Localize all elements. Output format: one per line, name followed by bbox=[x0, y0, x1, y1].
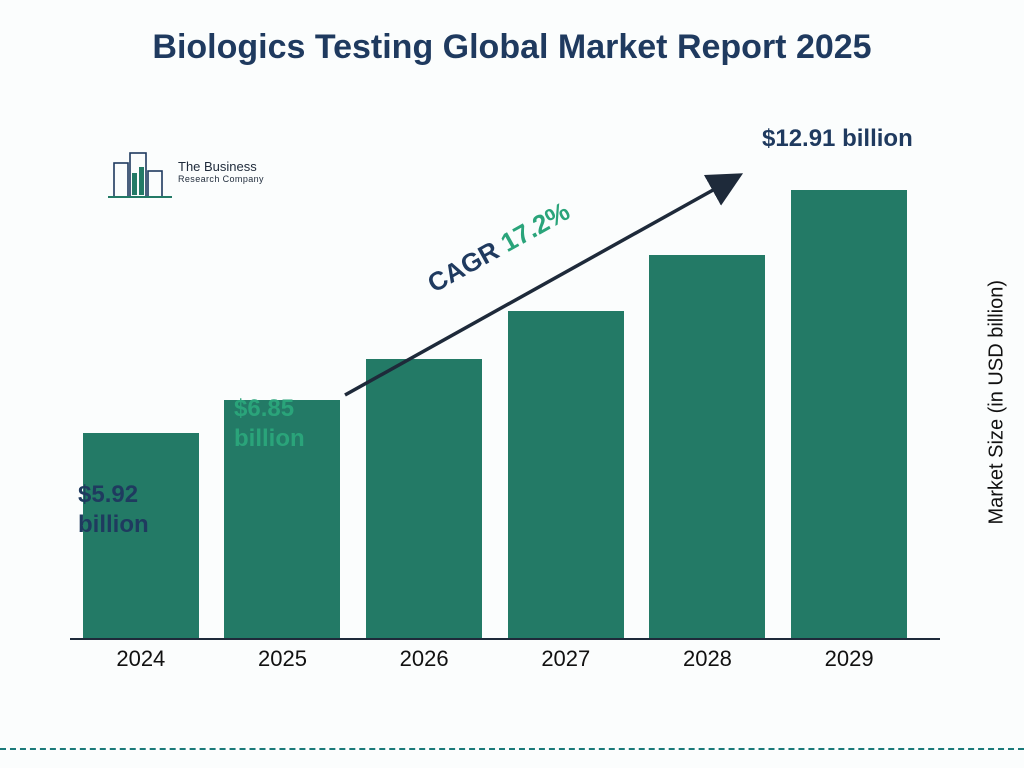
chart-container: Biologics Testing Global Market Report 2… bbox=[0, 0, 1024, 768]
x-axis-line bbox=[70, 638, 940, 640]
x-axis-labels: 202420252026202720282029 bbox=[70, 646, 920, 680]
bar bbox=[366, 359, 482, 638]
x-tick-label: 2024 bbox=[71, 646, 211, 672]
footer-divider bbox=[0, 748, 1024, 750]
bar-slot bbox=[354, 160, 494, 638]
bar bbox=[649, 255, 765, 638]
x-tick-label: 2025 bbox=[212, 646, 352, 672]
x-tick-label: 2028 bbox=[637, 646, 777, 672]
bar bbox=[508, 311, 624, 638]
value-label-2024: $5.92 billion bbox=[78, 480, 149, 540]
x-tick-label: 2029 bbox=[779, 646, 919, 672]
bar-slot bbox=[637, 160, 777, 638]
chart-area: 202420252026202720282029 bbox=[70, 120, 920, 680]
x-tick-label: 2027 bbox=[496, 646, 636, 672]
chart-title: Biologics Testing Global Market Report 2… bbox=[0, 28, 1024, 67]
y-axis-label: Market Size (in USD billion) bbox=[986, 280, 1009, 525]
bar bbox=[791, 190, 907, 638]
value-label-2025: $6.85 billion bbox=[234, 394, 305, 454]
x-tick-label: 2026 bbox=[354, 646, 494, 672]
bar-slot bbox=[779, 160, 919, 638]
value-label-2029: $12.91 billion bbox=[762, 124, 913, 154]
bar-slot bbox=[71, 160, 211, 638]
